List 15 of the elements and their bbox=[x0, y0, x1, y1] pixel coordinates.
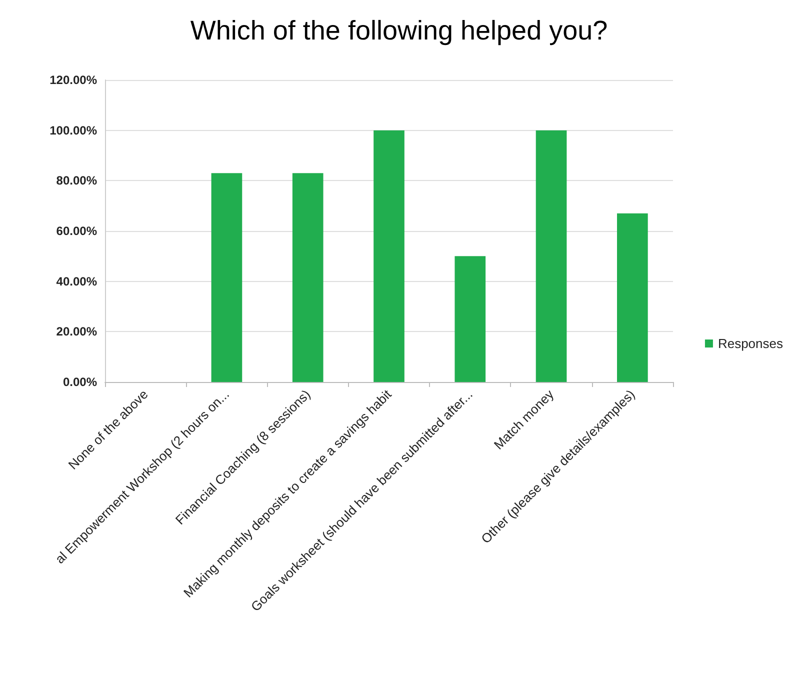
y-tick-label: 120.00% bbox=[50, 73, 98, 87]
bar bbox=[536, 130, 567, 382]
y-tick-label: 80.00% bbox=[56, 174, 98, 188]
y-tick-label: 100.00% bbox=[50, 123, 98, 138]
bar bbox=[211, 173, 242, 382]
chart-title: Which of the following helped you? bbox=[190, 16, 608, 46]
y-tick-label: 60.00% bbox=[56, 224, 98, 238]
bar bbox=[454, 256, 486, 382]
bar bbox=[374, 130, 404, 382]
y-tick-label: 40.00% bbox=[56, 274, 98, 288]
y-tick-label: 20.00% bbox=[56, 324, 98, 339]
legend-label: Responses bbox=[718, 336, 784, 351]
bar bbox=[292, 173, 324, 382]
bar bbox=[617, 213, 648, 382]
y-tick-label: 0.00% bbox=[62, 375, 98, 389]
